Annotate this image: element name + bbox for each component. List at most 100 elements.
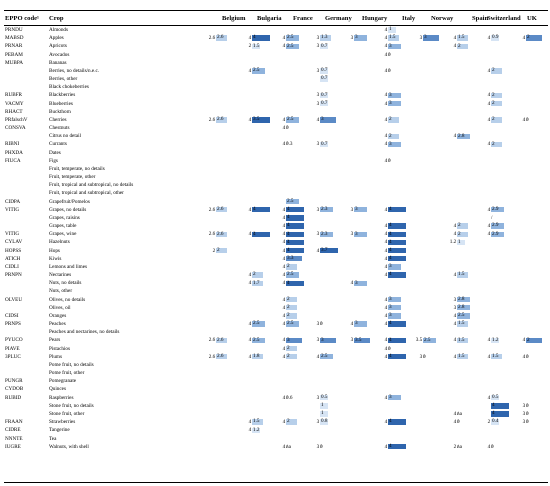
cell-value-left: 3 / [316,394,322,401]
cell-italy: 4 /0 [373,52,407,58]
eppo-code: FIUCA [5,157,21,164]
cell-value-left: 4 / [384,206,390,213]
table-row: Grapes, raisins 4 /4 / [0,214,550,221]
crop-name: Raspberries [49,394,74,401]
cell-switzerland: 4 /0.5 [476,394,510,401]
cell-germany: 4 /3.7 [305,247,339,254]
cell-value-left: 4 / [248,231,254,238]
cell-value-left: 4 / [453,321,459,328]
cell-germany: 3 /1.3 [305,35,339,41]
cell-switzerland: 4 /2 [476,116,510,123]
eppo-code: RHACT [5,108,23,115]
cell-value-right: 2 [457,43,468,50]
crop-name: Hazelnuts [49,239,70,246]
cell-value-right: 2.5 [286,271,300,278]
cell-value-left: 2 / [212,247,218,254]
cell-value-left: 3 / [316,443,322,450]
cell-switzerland: 4 /2 [476,100,510,107]
crop-name: Grapes, table [49,223,77,230]
cell-value-left: 3 / [316,141,322,148]
crop-name: Pomegranate [49,378,77,385]
cell-value-right: 2.5 [252,337,266,344]
cell-france: 4 /4 [271,231,305,237]
table-row: Pome fruit, other [0,370,550,376]
cell-value-left: 4 / [282,312,288,319]
cell-italy: 4 /3 [373,394,407,401]
cell-value-right: 2 [286,263,297,270]
cell-france: 4 /2 [271,353,305,360]
table-row: Fruit, temperate, other [0,174,550,180]
crop-name: Grapes, raisins [49,214,80,221]
header-bulgaria: Bulgaria [257,15,282,22]
cell-value-left: 4 / [487,353,493,360]
cell-value-left: 3 / [453,296,459,303]
cell-value-left: 3 / [419,353,425,360]
cell-bulgaria: 4 /1.2 [237,427,271,433]
table-row: FIUCA Figs 4 /0 [0,158,550,164]
cell-value-right: 2 [491,116,502,123]
cell-italy: 4 /4 [373,320,407,328]
cell-value-left: 4 / [316,353,322,360]
cell-value-right: 2.9 [491,206,505,213]
cell-italy: 4 /3 [373,92,407,98]
cell-value-left: 4 / [522,35,528,42]
crop-name: Figs [49,157,58,164]
cell-value-left: 3 / [316,231,322,238]
cell-spain: 4 /1.5 [442,320,476,328]
cell-value-right: 3 [354,35,368,41]
crop-name: Kiwis [49,255,62,262]
cell-value-left: 4 / [282,443,288,450]
cell-value-right: 2 [286,419,297,425]
cell-value-left: 2.6 / [208,231,218,238]
cell-value-left: 4 / [487,394,493,401]
header-hungary: Hungary [362,15,388,22]
cell-uk: 3 /0 [511,419,545,425]
cell-italy: 4 /3 [373,43,407,49]
cell-france: 4 /2.5 [271,35,305,41]
cell-value-left: 4 / [248,353,254,360]
cell-france: 4 /2 [271,345,305,352]
cell-spain: 2 /na [442,444,476,450]
eppo-code: RUBID [5,394,22,401]
cell-value-left: 4 / [282,280,288,287]
cell-value-right: 2.5 [457,312,471,319]
cell-value-right: 4 [388,239,406,246]
crop-name: Buckthorn [49,108,71,115]
cell-value-left: 4 / [453,223,459,230]
cell-value-left: 4 / [453,419,459,426]
cell-value-right: 0.3 [286,141,293,148]
cell-value-right: 2.6 [216,353,227,360]
cell-value-left: 2.6 / [208,353,218,360]
cell-france: 4 /2 [271,304,305,311]
cell-france: 4 /4 [271,239,305,245]
cell-value-right: 0.8 [320,418,329,425]
cell-value-left: 4 / [487,35,493,42]
cell-value-left: 4 / [282,394,288,401]
cell-france: 4 /4 [271,206,305,213]
eppo-code: PIAVE [5,345,20,352]
cell-value-right: 2 [526,35,542,41]
cell-value-right: 3 [286,337,302,344]
cell-value-right: 3 [354,206,368,213]
cell-belgium: 2.6 /2.6 [201,337,235,343]
cell-bulgaria: 4 /2.5 [237,337,271,343]
cell-value-left: 4 / [384,321,390,328]
cell-switzerland: 4 /0.9 [476,35,510,41]
cell-value-right: 2.6 [216,231,227,237]
cell-value-left: 4 / [282,353,288,360]
table-row: Berries, other 0.7 [0,75,550,82]
cell-value-right: 0 [320,321,323,328]
cell-value-right: 3 [388,296,402,303]
cell-italy: 4 /4 [373,271,407,278]
cell-value-right: 1.5 [457,271,468,278]
cell-spain: 1.2 /1 [442,239,476,245]
cell-norway: 3 /3 [408,35,442,41]
cell-value-left: 4 / [248,272,254,279]
cell-value-right: 2 [286,345,297,352]
cell-value-left: 4 / [282,321,288,328]
crop-name: Fruit, tropical and subtropical, no deta… [49,182,134,189]
cell-value-left: 4 / [384,157,390,164]
cell-value-left: 4 / [282,125,288,132]
cell-value-right: 4 [388,271,406,278]
